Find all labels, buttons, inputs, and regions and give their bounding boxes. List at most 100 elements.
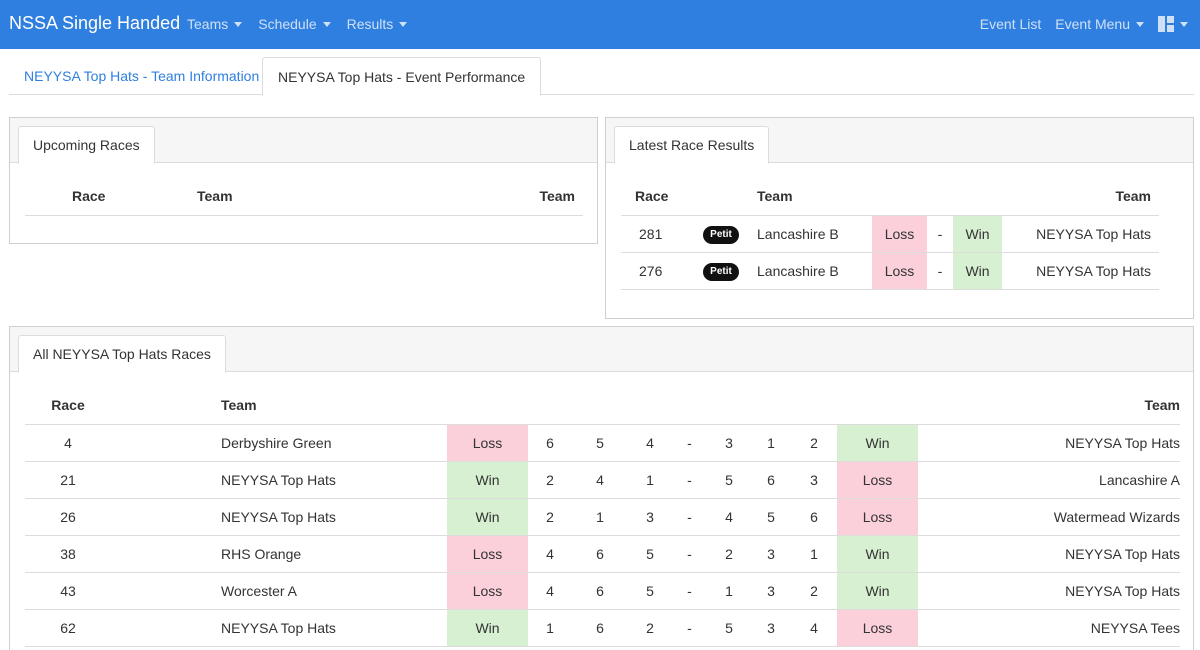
team-name[interactable]: Lancashire B: [753, 252, 872, 290]
table-row[interactable]: 281 Petit Lancashire B Loss - Win NEYYSA…: [621, 215, 1159, 253]
score: 3: [791, 461, 837, 499]
panel-header: Latest Race Results: [606, 118, 1193, 164]
result-badge: Loss: [837, 609, 918, 647]
race-number: 62: [25, 609, 111, 647]
col-team: Team: [197, 178, 497, 216]
result-badge: Loss: [872, 215, 927, 253]
schedule-menu[interactable]: Schedule: [258, 16, 331, 32]
table-row[interactable]: 21 NEYYSA Top Hats Win 2 4 1-5 6 3 Loss Lancashir…: [25, 461, 1180, 499]
separator: -: [672, 498, 707, 536]
nav-right-menu: Event List Event Menu: [980, 16, 1188, 32]
team-name[interactable]: Watermead Wizards: [918, 498, 1180, 536]
team-name[interactable]: Worcester A: [111, 572, 447, 610]
latest-race-results-panel: Latest Race Results Race Team Team 281 P…: [605, 117, 1194, 319]
event-menu[interactable]: Event Menu: [1055, 16, 1144, 32]
tab-event-performance[interactable]: NEYYSA Top Hats - Event Performance: [262, 57, 542, 96]
team-name[interactable]: Lancashire B: [753, 215, 872, 253]
schedule-menu-label: Schedule: [258, 16, 317, 32]
score: 4: [528, 535, 572, 573]
separator: -: [672, 572, 707, 610]
score: 2: [628, 609, 672, 647]
caret-down-icon: [234, 21, 243, 27]
page-tabs: NEYYSA Top Hats - Team Information NEYYS…: [9, 57, 1194, 96]
table-row[interactable]: 38 RHS Orange Loss 4 6 5-2 3 1 Win NEYYSA Top Hat…: [25, 535, 1180, 573]
caret-down-icon: [399, 21, 408, 27]
event-list-link[interactable]: Event List: [979, 16, 1042, 32]
team-name[interactable]: NEYYSA Top Hats: [1002, 215, 1159, 253]
table-header-row: Race Team Team: [25, 387, 1180, 425]
score: 3: [751, 535, 791, 573]
col-score: [628, 387, 672, 425]
tab-latest-race-results[interactable]: Latest Race Results: [614, 126, 770, 164]
caret-down-icon: [1136, 21, 1144, 27]
table-row[interactable]: 43 Worcester A Loss 4 6 5-1 3 2 Win NEYYSA Top Ha…: [25, 572, 1180, 610]
col-score: [707, 387, 751, 425]
tab-all-races[interactable]: All NEYYSA Top Hats Races: [18, 335, 226, 373]
col-result: [872, 178, 927, 216]
team-name[interactable]: NEYYSA Top Hats: [111, 461, 447, 499]
caret-down-icon: [322, 21, 331, 27]
team-name[interactable]: NEYYSA Top Hats: [1002, 252, 1159, 290]
team-name[interactable]: NEYYSA Top Hats: [918, 535, 1180, 573]
teams-menu[interactable]: Teams: [187, 16, 243, 32]
col-result: [837, 387, 918, 425]
score: 1: [628, 461, 672, 499]
team-name[interactable]: NEYYSA Tees: [918, 609, 1180, 647]
col-sep: [672, 387, 707, 425]
race-number: 26: [25, 498, 111, 536]
race-type-badge-cell: Petit: [689, 215, 753, 253]
table-row[interactable]: 62 NEYYSA Top Hats Win 1 6 2-5 3 4 Loss NEYYSA Te…: [25, 609, 1180, 647]
tab-upcoming-races[interactable]: Upcoming Races: [18, 126, 155, 164]
layout-menu[interactable]: [1158, 16, 1188, 32]
score: 2: [528, 461, 572, 499]
race-number: 43: [25, 572, 111, 610]
score: 2: [528, 498, 572, 536]
brand-title[interactable]: NSSA Single Handed: [9, 13, 181, 33]
race-number: 276: [621, 252, 689, 290]
results-menu[interactable]: Results: [347, 16, 408, 32]
score: 5: [628, 572, 672, 610]
score: 6: [572, 535, 628, 573]
tab-team-information[interactable]: NEYYSA Top Hats - Team Information: [24, 68, 260, 84]
team-name[interactable]: NEYYSA Top Hats: [918, 424, 1180, 462]
result-badge: Loss: [872, 252, 927, 290]
race-type-badge-cell: Petit: [689, 252, 753, 290]
team-name[interactable]: Derbyshire Green: [111, 424, 447, 462]
table-header-row: Race Team Team: [621, 178, 1159, 216]
result-badge: Loss: [837, 498, 918, 536]
col-result: [953, 178, 1002, 216]
team-name[interactable]: RHS Orange: [111, 535, 447, 573]
latest-results-table: Race Team Team 281 Petit Lancashire B Lo…: [621, 178, 1159, 290]
score: 1: [707, 572, 751, 610]
result-badge: Loss: [447, 535, 528, 573]
col-race: Race: [25, 178, 197, 216]
score: 4: [572, 461, 628, 499]
team-name[interactable]: NEYYSA Top Hats: [111, 609, 447, 647]
score: 5: [707, 609, 751, 647]
result-badge: Loss: [447, 424, 528, 462]
table-row[interactable]: 26 NEYYSA Top Hats Win 2 1 3-4 5 6 Loss Watermead…: [25, 498, 1180, 536]
team-name[interactable]: Lancashire A: [918, 461, 1180, 499]
team-name[interactable]: NEYYSA Top Hats: [918, 572, 1180, 610]
score: 4: [791, 609, 837, 647]
separator: -: [672, 461, 707, 499]
separator: -: [672, 535, 707, 573]
result-badge: Loss: [447, 572, 528, 610]
col-team: Team: [753, 178, 872, 216]
result-badge: Win: [837, 572, 918, 610]
team-name[interactable]: NEYYSA Top Hats: [111, 498, 447, 536]
score: 1: [572, 498, 628, 536]
result-badge: Win: [447, 461, 528, 499]
nav-left-menu: Teams Schedule Results: [187, 16, 408, 32]
table-row[interactable]: 276 Petit Lancashire B Loss - Win NEYYSA…: [621, 252, 1159, 290]
col-result: [447, 387, 528, 425]
col-team: Team: [497, 178, 583, 216]
separator: -: [672, 424, 707, 462]
col-score: [528, 387, 572, 425]
score: 6: [528, 424, 572, 462]
score: 4: [528, 572, 572, 610]
table-row[interactable]: 4 Derbyshire Green Loss 6 5 4-3 1 2 Win NEYYSA To…: [25, 424, 1180, 462]
score: 3: [707, 424, 751, 462]
score: 6: [751, 461, 791, 499]
score: 2: [707, 535, 751, 573]
